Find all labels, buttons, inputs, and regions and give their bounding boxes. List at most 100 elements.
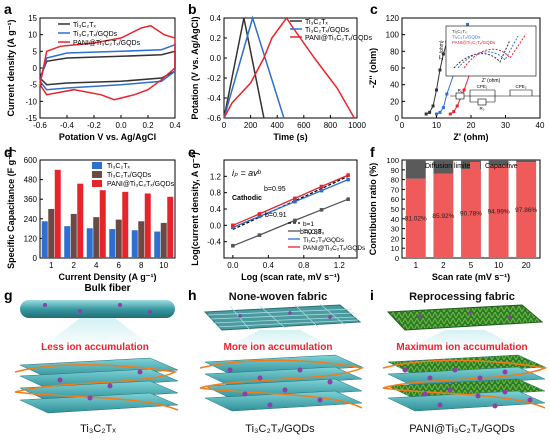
- y-tick-label: -0.4: [207, 238, 221, 247]
- bar: [64, 226, 71, 258]
- y-tick-label: 70: [391, 185, 399, 194]
- data-point: [346, 173, 350, 177]
- panel-letter-h: h: [188, 287, 197, 303]
- legend-swatch: [410, 162, 420, 169]
- y-tick-label: 15: [28, 14, 37, 23]
- legend-swatch: [92, 180, 102, 187]
- cv-curve-2: [39, 24, 176, 101]
- nyquist-point: [448, 112, 452, 116]
- y-tick-label: 0: [395, 254, 399, 263]
- data-point: [257, 233, 262, 237]
- x-tick-label: -0.2: [87, 121, 101, 130]
- nyquist-point: [462, 88, 466, 92]
- y-axis-label: Potation (V vs. Ag/AgCl): [190, 16, 200, 119]
- legend-swatch: [92, 162, 102, 169]
- x-axis-label: Current Density (A g⁻¹): [59, 272, 157, 282]
- x-tick-label: 0.0: [227, 261, 239, 270]
- capacitive-bar: [433, 173, 454, 258]
- x-tick-label: 200: [244, 121, 258, 130]
- chart-e: 0.0 0.4 0.8 1.2 -0.4 0.0 0.4 0.8 1.2 Log (scan ra…: [190, 152, 366, 282]
- r1-element: [455, 92, 465, 100]
- panel-letter-c: c: [370, 1, 378, 17]
- legend-label: Ti₃C₂Tₓ/GQDs: [107, 172, 152, 179]
- chart-c: 0 10 20 30 40 0 20 40 60 80 100 120 Z' (ohm) -Z'' (oh…: [368, 14, 545, 142]
- y-tick-label: 0.4: [210, 14, 222, 23]
- ion-message-i: Maximum ion accumulation: [396, 342, 527, 353]
- chart-a: -0.6 -0.4 -0.2 0.0 0.2 0.4 -15 -10 -5 0 5 10 15 Potat…: [6, 14, 181, 142]
- panel-letter-a: a: [4, 1, 12, 17]
- x-tick-label: 10: [494, 261, 503, 270]
- bar: [167, 196, 174, 258]
- x-tick-label: 20: [467, 121, 476, 130]
- capacitive-bar: [405, 178, 426, 258]
- diffusion-bar: [516, 160, 537, 163]
- y-tick-label: 20: [391, 234, 399, 243]
- legend-label: Ti₃C₂Tₓ: [107, 163, 130, 170]
- gcd-curve-1: [223, 15, 285, 119]
- bulk-fiber: [20, 300, 175, 318]
- legend-label: PANI@Ti₃C₂Tₓ/GQDs: [73, 40, 141, 47]
- nyquist-point: [455, 104, 459, 108]
- x-tick-label: 600: [297, 121, 311, 130]
- legend-label: Capacitive: [485, 163, 518, 170]
- material-label-h: Ti₃C₂Tₓ/GQDs: [245, 423, 315, 435]
- y-tick-label: 0: [395, 114, 400, 123]
- y-tick-label: 120: [24, 234, 38, 243]
- inset-curve-0: [453, 39, 511, 69]
- annotation: Cathodic: [232, 195, 262, 202]
- ion-path-g: [14, 364, 179, 411]
- cv-curve-0: [39, 50, 176, 86]
- equivalent-circuit: R₁ CPE₁ R₂ CPE₂: [450, 84, 540, 111]
- data-label: 81.02%: [405, 215, 427, 222]
- x-axis-label: Potation V vs. Ag/AgCl: [59, 132, 156, 142]
- data-point: [231, 243, 235, 248]
- y-axis-label: Specific Capacitance (F g⁻¹): [6, 149, 16, 269]
- ion-message-h: More ion accumulation: [224, 342, 333, 353]
- diffusion-bar: [433, 160, 454, 174]
- nyquist-point: [452, 110, 456, 114]
- y-tick-label: 10: [391, 244, 399, 253]
- nyquist-point: [441, 52, 445, 56]
- x-axis-label: Log (scan rate, mV s⁻¹): [241, 272, 340, 282]
- panel-letters: a b c d e f g h i: [4, 1, 378, 303]
- y-tick-label: -0.4: [207, 94, 221, 103]
- nyquist-point: [424, 112, 428, 116]
- data-point: [257, 214, 262, 219]
- panel-letter-f: f: [370, 144, 375, 160]
- nyquist-point: [428, 110, 432, 114]
- y-tick-label: 600: [24, 156, 38, 165]
- nyquist-point: [435, 88, 438, 92]
- annotation: b=0.91: [265, 212, 287, 219]
- equation: iₚ = avᵇ: [232, 168, 262, 178]
- data-point: [346, 177, 350, 182]
- y-tick-label: 60: [391, 195, 399, 204]
- bar: [99, 190, 106, 258]
- bar: [122, 191, 129, 258]
- inset-curve-1: [457, 35, 519, 69]
- bar: [70, 213, 77, 258]
- y-tick-label: 0.4: [210, 205, 222, 214]
- legend-label: Ti₃C₂Tₓ/GQDs: [305, 27, 350, 34]
- y-tick-label: -0.6: [207, 114, 221, 123]
- illustration-i: Reprocessing fabric Maximum ion accumula…: [382, 291, 548, 435]
- bar: [41, 221, 48, 258]
- illustration-h: None-woven fabric More ion accumulation …: [199, 291, 365, 435]
- y-tick-label: 0.2: [210, 34, 222, 43]
- y-tick-label: 360: [24, 195, 38, 204]
- fit-line-2: [232, 178, 349, 229]
- bar: [48, 209, 55, 258]
- inset-legend-label: Ti₃C₂Tₓ: [452, 29, 467, 34]
- x-tick-label: 0.8: [298, 261, 310, 270]
- y-tick-label: 240: [24, 215, 38, 224]
- legend-label: PANI@Ti₃C₂Tₓ/GQDs: [303, 245, 366, 252]
- title-i: Reprocessing fabric: [409, 291, 515, 303]
- annotation: b=0.88: [300, 229, 322, 236]
- x-tick-label: 0.2: [142, 121, 154, 130]
- data-label: 94.99%: [488, 208, 510, 215]
- x-tick-label: 0: [222, 121, 227, 130]
- inset-y-label: -Z'' (ohm): [439, 40, 445, 61]
- circuit-label: R₁: [458, 88, 463, 93]
- material-label-i: PANI@Ti₃C₂Tₓ/GQDs: [409, 423, 515, 435]
